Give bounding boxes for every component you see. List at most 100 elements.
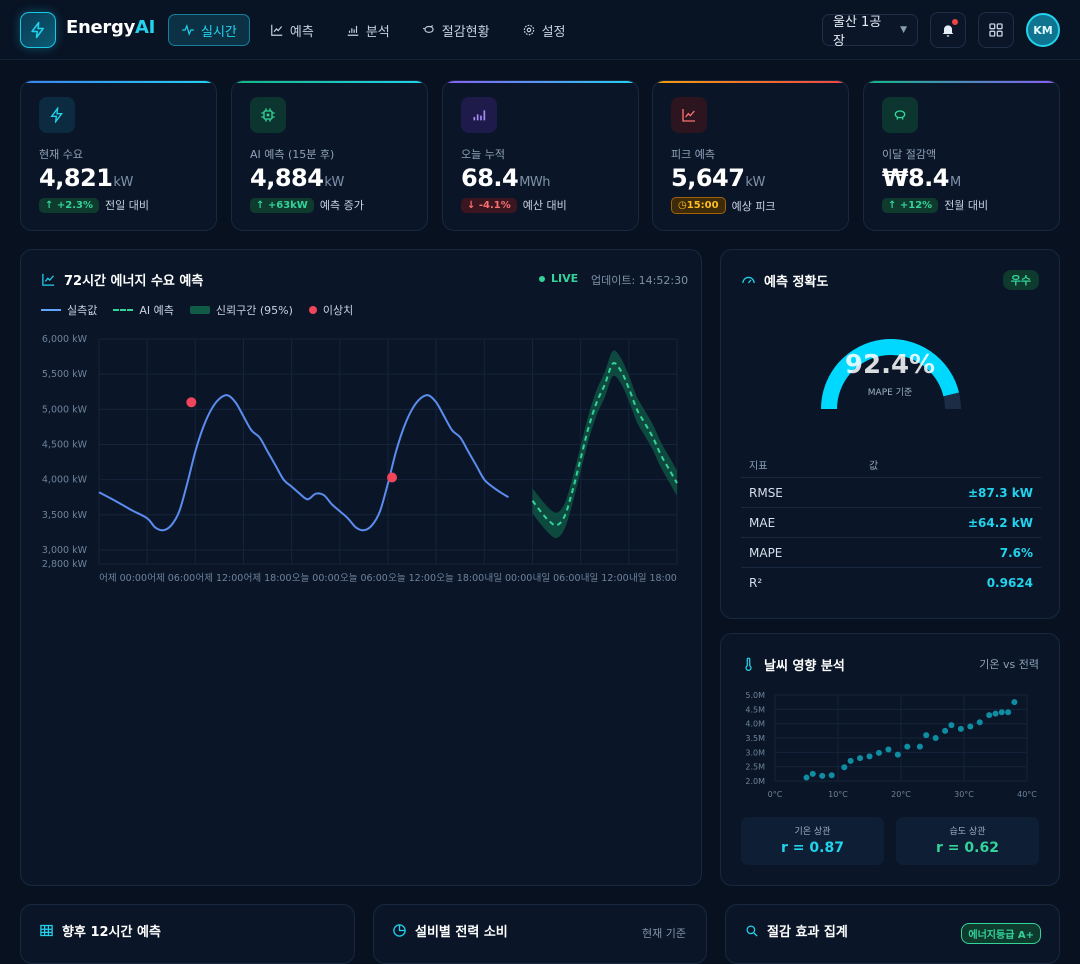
nav-item-savings[interactable]: 절감현황 <box>410 14 502 46</box>
kpi-footer: ↑ +63kW 예측 증가 <box>250 197 364 213</box>
demand-forecast-chart[interactable]: 6,000 kW 5,500 kW 5,000 kW 4,500 kW 4,000 kW… <box>21 250 701 610</box>
kpi-card-monthly-savings: 이달 절감액 ₩8.4M ↑ +12% 전월 대비 <box>863 80 1060 231</box>
scatter-point <box>866 753 873 760</box>
kpi-value: ₩8.4M <box>882 164 961 192</box>
x-tick-label: 오늘 06:00 <box>340 573 388 584</box>
y-tick-label: 3,000 kW <box>42 545 88 556</box>
kpi-footer: ◷15:00 예상 피크 <box>671 197 776 214</box>
bell-icon <box>942 25 954 37</box>
scatter-point <box>948 722 955 729</box>
kpi-footer: ↑ +2.3% 전일 대비 <box>39 197 149 213</box>
table-header: 지표 값 <box>741 452 1041 478</box>
corr-value: r = 0.87 <box>781 840 844 856</box>
scatter-point <box>976 719 983 726</box>
forecast-chart-panel: 72시간 에너지 수요 예측 LIVE 업데이트: 14:52:30 실측값 A… <box>20 249 702 886</box>
pie-chart-icon <box>393 924 406 937</box>
card-accent-line <box>21 81 216 83</box>
anomaly-point <box>387 472 398 483</box>
scatter-point <box>916 743 923 750</box>
y-tick-label: 3,500 kW <box>42 510 88 521</box>
nav-label: 설정 <box>541 24 566 40</box>
y-tick-label: 2,800 kW <box>42 559 88 570</box>
card-accent-line <box>864 81 1059 83</box>
gauge-label: MAPE 기준 <box>867 388 913 398</box>
legend-item-confidence[interactable]: 신뢰구간 (95%) <box>189 302 293 318</box>
panel-subtitle: 현재 기준 <box>642 927 686 940</box>
kpi-icon-box <box>39 97 75 133</box>
scatter-point <box>942 727 949 734</box>
scatter-point <box>875 749 882 756</box>
brand-name: EnergyAI <box>66 17 156 38</box>
change-pill: ↑ +12% <box>882 197 939 213</box>
kpi-card-peak-forecast: 피크 예측 5,647kW ◷15:00 예상 피크 <box>652 80 849 231</box>
scatter-point <box>998 709 1005 716</box>
nav-item-analysis[interactable]: 분석 <box>334 14 402 46</box>
piggy-bank-icon <box>422 25 434 33</box>
nav-item-forecast[interactable]: 예측 <box>258 14 326 46</box>
scatter-point <box>819 772 826 779</box>
kpi-label: 오늘 누적 <box>461 148 505 161</box>
scatter-point <box>857 755 864 762</box>
table-row: MAE ±64.2 kW <box>741 508 1041 538</box>
clock-icon: ◷ <box>678 200 687 211</box>
y-tick-label: 2.0M <box>745 777 765 786</box>
y-tick-label: 5.0M <box>745 691 765 700</box>
gauge-icon <box>742 276 755 284</box>
logo[interactable] <box>20 12 56 48</box>
gauge-fill <box>821 339 960 410</box>
y-tick-label: 2.5M <box>745 763 765 772</box>
panel-title: 절감 효과 집계 <box>744 921 848 940</box>
y-tick-label: 4,500 kW <box>42 439 88 450</box>
y-tick-label: 3.0M <box>745 748 765 757</box>
kpi-note: 예상 피크 <box>731 199 776 213</box>
panel-title: 예측 정확도 <box>741 271 828 290</box>
change-pill: ↓ -4.1% <box>461 197 517 213</box>
scatter-point <box>1011 699 1018 706</box>
scatter-point <box>932 735 939 741</box>
legend-item-forecast[interactable]: AI 예측 <box>113 302 174 318</box>
chart-legend: 실측값 AI 예측 신뢰구간 (95%) 이상치 <box>41 302 353 318</box>
weather-impact-panel: 날씨 영향 분석 기온 vs 전력 5.0M 4.5M 4.0M 3.5M 3.0M 2.… <box>720 633 1060 886</box>
y-tick-label: 6,000 kW <box>42 334 88 345</box>
savings-summary-panel: 절감 효과 집계 에너지등급 A+ <box>725 904 1060 964</box>
avatar[interactable]: KM <box>1026 13 1060 47</box>
x-tick-label: 40°C <box>1017 790 1037 799</box>
nav-label: 예측 <box>289 24 314 40</box>
notifications-button[interactable] <box>930 12 966 48</box>
site-select-value: 울산 1공장 <box>833 15 882 49</box>
x-tick-label: 0°C <box>768 790 783 799</box>
change-pill: ◷15:00 <box>671 197 726 214</box>
card-accent-line <box>653 81 848 83</box>
legend-item-actual[interactable]: 실측값 <box>41 302 97 318</box>
bar-chart-icon <box>347 25 359 36</box>
x-tick-label: 어제 18:00 <box>244 573 292 584</box>
corr-value: r = 0.62 <box>936 840 999 856</box>
scatter-point <box>986 712 993 719</box>
nav-label: 절감현황 <box>441 24 490 40</box>
kpi-note: 전일 대비 <box>104 199 149 212</box>
temp-correlation-card: 기온 상관 r = 0.87 <box>741 817 884 865</box>
nav-item-realtime[interactable]: 실시간 <box>168 14 250 46</box>
y-tick-label: 4.0M <box>745 720 765 729</box>
scatter-point <box>1005 709 1012 716</box>
legend-item-anomaly[interactable]: 이상치 <box>308 302 353 318</box>
pulse-icon <box>182 24 194 36</box>
nav-item-settings[interactable]: 설정 <box>510 14 578 46</box>
bolt-icon <box>50 107 63 123</box>
temperature-scatter-chart[interactable]: 5.0M 4.5M 4.0M 3.5M 3.0M 2.5M 2.0M0°C 10°C 20°C 3… <box>721 634 1061 814</box>
apps-grid-button[interactable] <box>978 12 1014 48</box>
top-navigation-bar: EnergyAI 실시간 예측 분석 절감현황 설정 울산 1공장 ▼ <box>0 0 1080 60</box>
kpi-note: 전월 대비 <box>944 199 989 212</box>
bolt-icon <box>31 21 44 39</box>
nav-label: 실시간 <box>201 24 237 40</box>
kpi-label: 이달 절감액 <box>882 148 937 161</box>
kpi-icon-box <box>461 97 497 133</box>
y-tick-label: 5,000 kW <box>42 404 88 415</box>
kpi-value: 4,884kW <box>250 164 344 192</box>
scatter-point <box>803 774 810 781</box>
scatter-point <box>894 751 901 758</box>
site-select[interactable]: 울산 1공장 ▼ <box>822 14 918 49</box>
scatter-point <box>809 770 816 777</box>
actual-series-line <box>98 394 509 532</box>
y-tick-label: 4.5M <box>745 705 765 714</box>
